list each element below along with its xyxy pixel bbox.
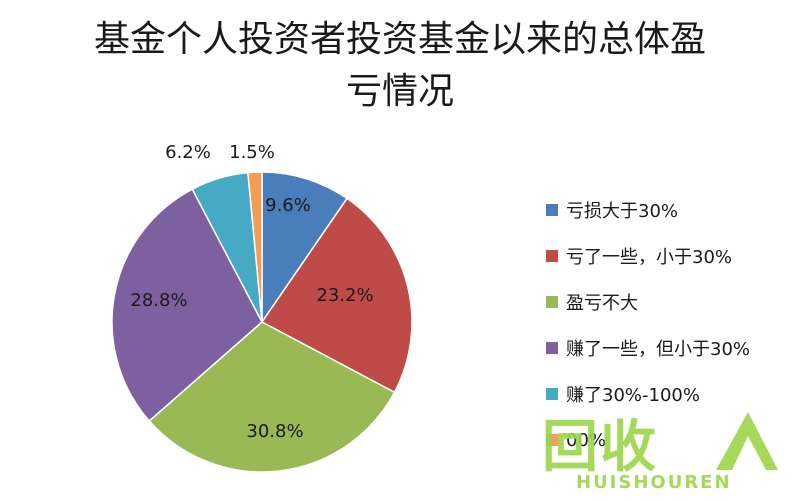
legend-item: 赚了一些，但小于30% bbox=[546, 330, 750, 366]
pie-data-label: 9.6% bbox=[265, 195, 311, 216]
legend-swatch bbox=[546, 434, 558, 446]
pie-slice bbox=[260, 197, 413, 394]
legend-item: 亏损大于30% bbox=[546, 192, 750, 228]
chart-title-line-1: 基金个人投资者投资基金以来的总体盈 bbox=[93, 19, 706, 60]
legend-label: 00% bbox=[566, 429, 607, 451]
pie-data-label: 1.5% bbox=[229, 142, 275, 163]
pie-data-label: 6.2% bbox=[165, 142, 211, 163]
legend-label: 亏损大于30% bbox=[566, 201, 679, 222]
legend-swatch bbox=[546, 342, 558, 354]
pie-slice bbox=[247, 171, 263, 323]
pie-slice bbox=[148, 321, 396, 473]
legend-label: 亏了一些，小于30% bbox=[566, 247, 733, 268]
pie-slice bbox=[111, 188, 263, 422]
legend-label: 盈亏不大 bbox=[566, 293, 638, 314]
legend-swatch bbox=[546, 204, 558, 216]
watermark-logo: 回收 HUISHOUREN bbox=[536, 396, 786, 496]
chart-legend: 亏损大于30% 亏了一些，小于30% 盈亏不大 赚了一些，但小于30% 赚了30… bbox=[546, 192, 750, 468]
chart-title-line-2: 亏情况 bbox=[345, 71, 454, 112]
pie-slice bbox=[261, 171, 349, 325]
watermark-brand-text: HUISHOUREN bbox=[576, 472, 732, 493]
pie-data-label: 28.8% bbox=[130, 290, 187, 311]
legend-label: 赚了30%-100% bbox=[566, 385, 700, 406]
legend-item: 赚了30%-100% bbox=[546, 376, 750, 412]
watermark-logo-text: 回收 bbox=[542, 415, 658, 480]
chart-title: 基金个人投资者投资基金以来的总体盈 亏情况 bbox=[0, 14, 800, 118]
legend-item: 盈亏不大 bbox=[546, 284, 750, 320]
legend-label: 赚了一些，但小于30% bbox=[566, 339, 751, 360]
legend-swatch bbox=[546, 388, 558, 400]
legend-swatch bbox=[546, 250, 558, 262]
pie-data-label: 23.2% bbox=[316, 285, 373, 306]
watermark-mountain-icon bbox=[716, 412, 778, 470]
legend-swatch bbox=[546, 296, 558, 308]
legend-item: 00% bbox=[546, 422, 750, 458]
pie-data-label: 30.8% bbox=[246, 421, 303, 442]
legend-item: 亏了一些，小于30% bbox=[546, 238, 750, 274]
